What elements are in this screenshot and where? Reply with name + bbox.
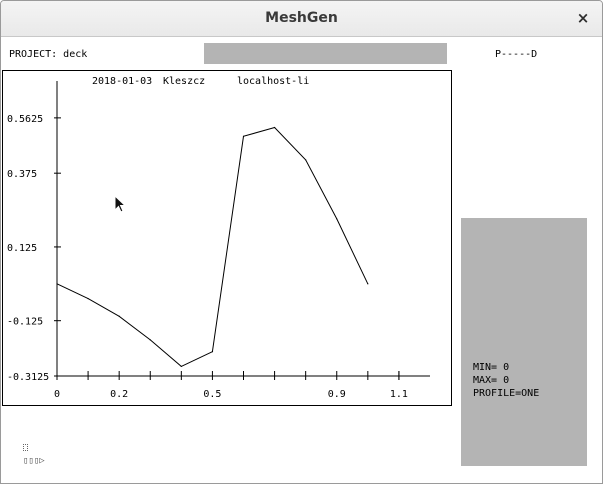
title-bar[interactable]: MeshGen × [1,1,602,37]
plot-user: Kleszcz [163,76,205,87]
x-tick-label: 1.1 [390,389,408,400]
data-point [273,126,276,129]
plot-area[interactable]: 2018-01-03 Kleszcz localhost-li 0 0.2 0.5 0… [2,70,452,406]
x-tick-label: 0.9 [328,389,346,400]
series-line [56,126,369,367]
x-tick-label: 0.5 [203,389,221,400]
x-tick-label: 0.2 [110,389,128,400]
data-point [87,297,89,300]
data-point [180,365,182,368]
data-point [367,283,369,285]
y-tick-label: 0.125 [7,243,37,254]
min-value: MIN= 0 [473,362,510,373]
arrow-box-icon[interactable]: ▯▯▯▷ [23,456,45,466]
arrow-cursor-icon [114,195,127,213]
side-panel: MIN= 0 MAX= 0 PROFILE=ONE [461,218,587,466]
close-button[interactable]: × [576,9,590,27]
data-point [336,218,338,220]
window-title: MeshGen [265,10,338,26]
y-tick-label: 0.5625 [7,114,43,125]
data-point [118,315,120,317]
data-point [305,159,307,161]
status-bar [204,43,447,64]
data-point [149,339,151,341]
y-tick-label: -0.125 [7,317,43,328]
profile-value: PROFILE=ONE [473,388,540,399]
indicator-text: P-----D [495,49,538,60]
data-point [211,351,214,353]
plot-host: localhost-li [237,76,309,87]
max-value: MAX= 0 [473,375,510,386]
x-tick-label: 0 [54,389,60,400]
project-label: PROJECT: deck [9,49,88,60]
line-chart: 2018-01-03 Kleszcz localhost-li 0 0.2 0.5 0… [7,76,430,400]
data-point [56,283,58,285]
data-point [242,135,245,137]
y-tick-label: 0.375 [7,169,37,180]
small-box-icon [23,444,28,451]
y-tick-label: -0.3125 [7,372,49,383]
plot-date: 2018-01-03 [92,76,152,87]
